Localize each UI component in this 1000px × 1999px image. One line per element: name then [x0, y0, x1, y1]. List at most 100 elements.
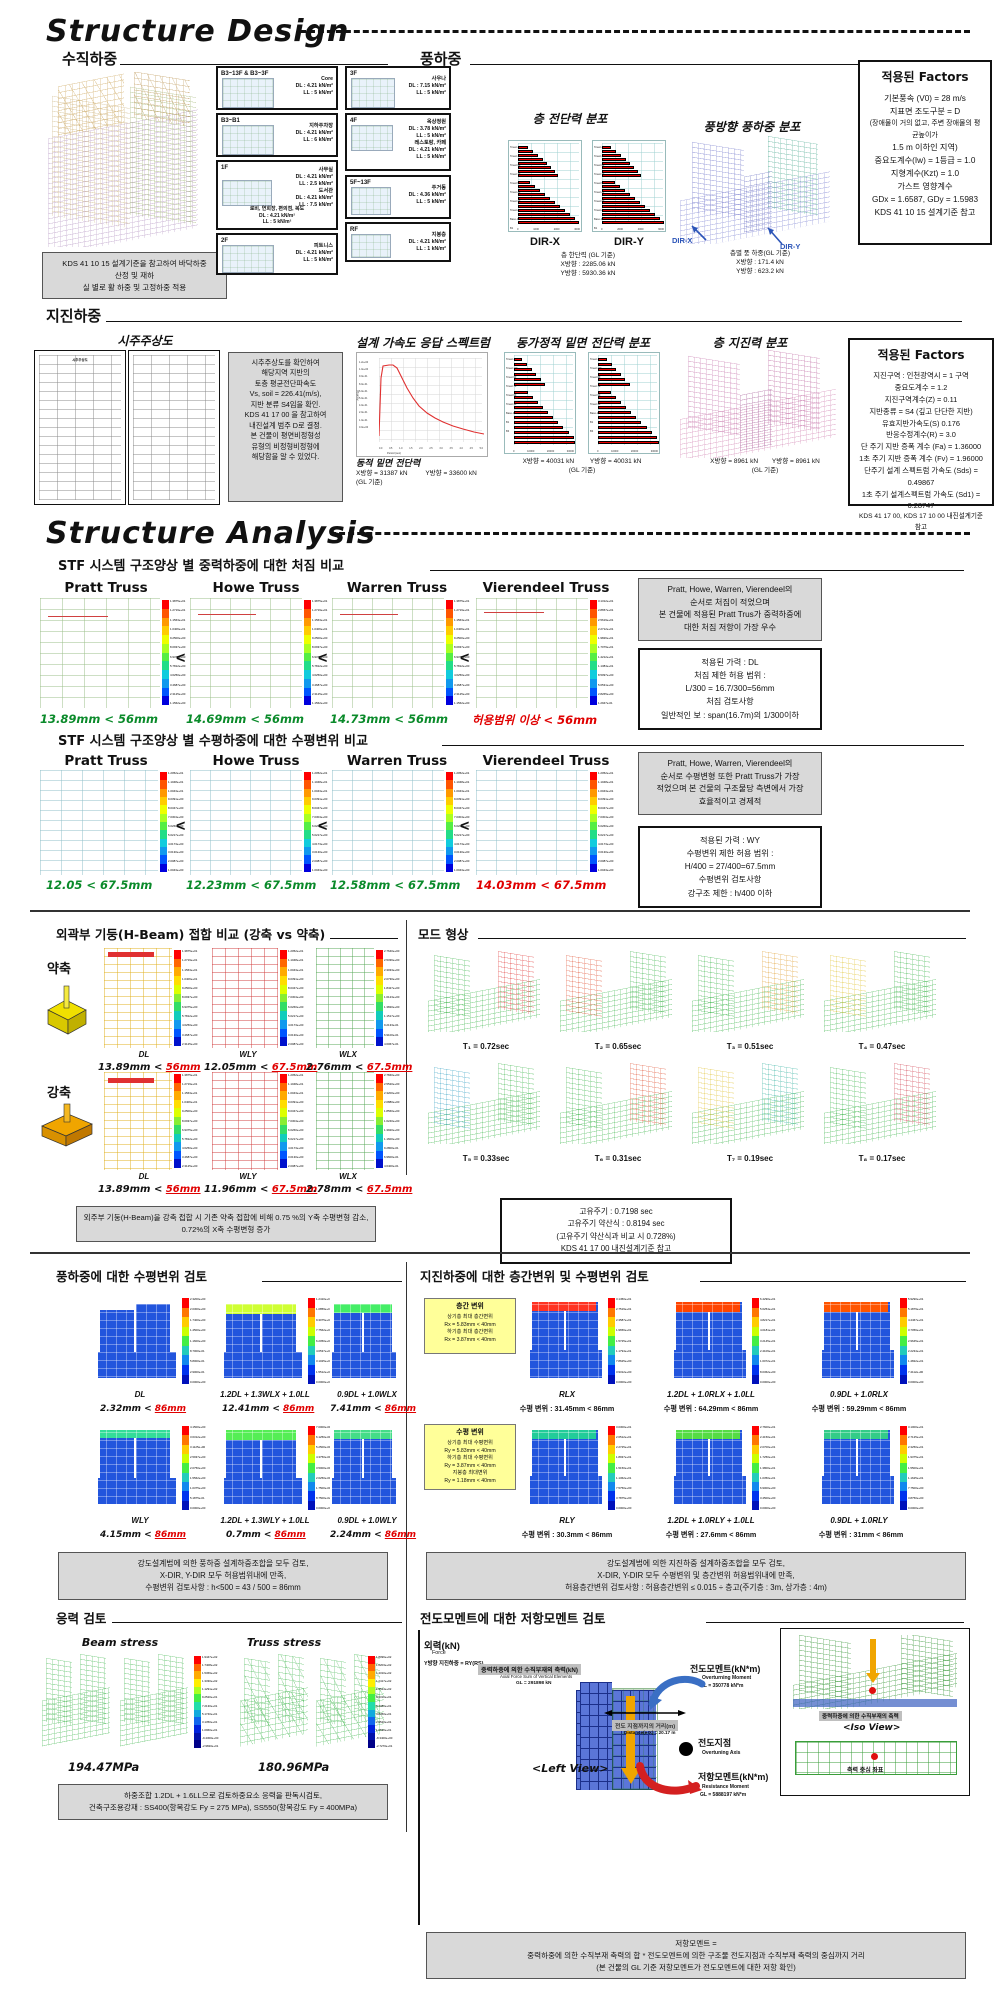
stress-color-legend: 1.9447e+02 1.7408e+02 1.5369e+02 1.3330e+0…	[194, 1656, 218, 1749]
joint-result: 2.78mm < 67.5mm	[306, 1184, 413, 1195]
legend-values: 2.3200e+00 2.0300e+00 1.7400e+00 1.4500e+00…	[190, 1297, 206, 1384]
section-rule-wind-drift	[262, 1281, 402, 1282]
live-load: LL : 5 kN/m²	[416, 199, 446, 206]
seismic-drift-note: 강도설계법에 의한 지진하중 설계하중조합을 모두 검토, X-DIR, Y-D…	[426, 1552, 966, 1601]
floor-card: 1F 사무실 DL : 4.21 kN/m² LL : 2.5 kN/m² 도서…	[216, 160, 338, 230]
shear-bar	[598, 411, 631, 415]
shear-bar	[518, 154, 538, 157]
shear-bar	[514, 358, 522, 362]
dynamic-shear-y: Y방향 = 33600 kN	[425, 470, 477, 478]
lateral-lines: 상기층 최대 수평변위 Ry = 5.83mm < 40mm 하기층 최대 수평…	[444, 1440, 496, 1484]
shear-bar	[598, 436, 657, 440]
mode-period-label: T₅ = 0.33sec	[462, 1154, 510, 1163]
color-legend: 1.2052e+01 1.1048e+01 1.0043e+01 9.0391e+0…	[280, 950, 303, 1047]
dead-load: DL : 4.21 kN/m²	[295, 130, 333, 137]
interstory-lines: 상기층 최대 층간변위 Rx = 5.83mm < 40mm 하기층 최대 층간…	[444, 1314, 496, 1343]
wind-drift-note: 강도설계법에 의한 풍하중 설계하중조합을 모두 검토, X-DIR, Y-DI…	[58, 1552, 388, 1601]
wind-drift-model	[330, 1296, 400, 1386]
section-rule-seismic-drift	[700, 1281, 966, 1282]
drift-result: 12.05 < 67.5mm	[46, 878, 153, 892]
shear-bar	[598, 358, 607, 362]
color-legend: 1.2052e+01 1.1048e+01 1.0043e+01 9.0391e+0…	[280, 1074, 303, 1169]
axial-center-plan	[795, 1741, 957, 1775]
dead-load: DL : 4.21 kN/m²	[408, 147, 446, 154]
wind-load-case-label: DL	[134, 1390, 146, 1399]
shear-bar	[518, 197, 550, 200]
color-legend: 7.0000e-01 6.1250e-01 5.2500e-01 4.3750e-01…	[308, 1426, 331, 1510]
room-use: 로비, 연회장, 편의점, 복도	[249, 205, 305, 212]
drift-result: 12.23mm < 67.5mm	[186, 878, 317, 892]
floor-load-info: 사우나 DL : 7.15 kN/m² LL : 5 kN/m²	[409, 76, 446, 97]
floor-label: 5F~13F	[350, 180, 371, 186]
borelog-title: 시주주상도	[117, 334, 173, 348]
overturning-moment-arc-icon	[648, 1675, 706, 1710]
seismic-load-case-label: 1.2DL + 1.0RLY + 1.0LL	[667, 1516, 755, 1525]
seismic-factor-line: KDS 41 17 00, KDS 17 10 00 내진설계기준 참고	[858, 513, 983, 531]
legend-values: 1.2410e+01 1.0859e+01 9.3075e+00 7.7562e+00…	[316, 1297, 332, 1384]
dynamic-shear-chart-y: Towel-13F Towel-11F Towel-9F Towel-7F Towel…	[588, 352, 660, 454]
seismic-drift-result: 수평 변위 : 31mm < 86mm	[818, 1530, 904, 1539]
floor-label: 3F	[350, 71, 358, 77]
total-wind-y: Y방향 : 623.2 kN	[736, 267, 784, 275]
dead-load: DL : 4.21 kN/m²	[295, 250, 333, 257]
joint-result: 13.89mm < 56mm	[98, 1184, 201, 1195]
shear-bar	[598, 373, 621, 377]
wind-load-distribution-model	[672, 134, 840, 244]
live-load: LL : 5 kN/m²	[416, 133, 446, 140]
wind-factor-line: 지표면 조도구분 = D	[889, 107, 961, 117]
wind-shear-chart-x: Towel-13F Towel-11F Towel-9F Towel-7F Towel…	[508, 140, 582, 232]
shear-bar	[602, 181, 615, 184]
truss-name: Warren Truss	[346, 580, 448, 596]
mode-period-label: T₇ = 0.19sec	[726, 1154, 774, 1163]
floor-plan-thumb	[351, 234, 391, 258]
base-shear-title: 층 한단력 (GL 기준)	[560, 252, 616, 259]
chart-x-labels: 0 2000 4000 6000	[601, 228, 664, 231]
iso-caption: 중력하중에 의한 수직부재의 축력	[819, 1711, 902, 1721]
borelog-note: 시추주상도를 확인하여 해당지역 지반의 토층 평균전단파속도 Vs, soil…	[228, 352, 343, 502]
shear-bar	[598, 426, 647, 430]
wind-factor-line: 중요도계수(Iw) = 1등급 = 1.0	[874, 155, 976, 165]
color-legend: 2.7640e+00 2.5336e+00 2.3033e+00 2.0730e+00…	[376, 950, 399, 1047]
live-load: LL : 5 kN/m²	[262, 219, 292, 226]
shear-bar	[518, 205, 560, 208]
shear-bar	[518, 217, 575, 220]
shear-bar	[602, 162, 630, 165]
deflection-color-legend: 3.1312e+01 2.8657e+01 2.5619e+01 2.2712e+0…	[590, 600, 613, 705]
truss-drift-plot	[190, 770, 302, 875]
seismic-load-case-label: RLX	[559, 1390, 575, 1399]
floor-label: B3~B1	[221, 118, 240, 124]
interstory-drift-box: 층간 변위 상기층 최대 층간변위 Rx = 5.83mm < 40mm 하기층…	[424, 1298, 516, 1354]
floor-load-info: 주거동 DL : 4.36 kN/m² LL : 5 kN/m²	[409, 185, 446, 206]
mode-period-label: T₁ = 0.72sec	[462, 1042, 510, 1051]
seismic-factor-line: 지진구역 : 인천광역시 = 1 구역	[873, 371, 969, 381]
room-use: 사무실	[318, 167, 333, 173]
wind-drift-result: 12.41mm < 86mm	[222, 1404, 315, 1414]
dead-load: DL : 4.21 kN/m²	[258, 212, 296, 219]
legend-values: 5.9290e+01 5.1879e+01 4.4467e+01 3.7056e+01…	[908, 1297, 924, 1384]
axial-force-label: 중력하중에 의한 수직부재의 축력(kN)	[478, 1664, 581, 1675]
story-force2-gl: (GL 기준)	[751, 466, 779, 474]
live-load: LL : 5 kN/m²	[416, 154, 446, 161]
story-force-x: X방향 = 40031 kN	[522, 458, 575, 465]
shear-bar	[514, 416, 553, 420]
shear-bar	[514, 363, 527, 367]
shear-bar	[602, 193, 630, 196]
seismic-drift-model	[528, 1296, 606, 1386]
legend-values: 1.2052e+01 1.1048e+01 1.0043e+01 9.0391e+0…	[312, 771, 328, 872]
legend-values: 3.1450e+01 2.7519e+01 2.3587e+01 1.9656e+01…	[616, 1297, 632, 1384]
mode-period-label: T₂ = 0.65sec	[594, 1042, 642, 1051]
wind-shear-chart-y: Towel-13F Towel-11F Towel-9F Towel-7F Towel…	[592, 140, 666, 232]
overturning-moment-value: GL = 350778 kN*m	[700, 1683, 744, 1689]
floor-card: 4F 옥상정원 DL : 3.78 kN/m² LL : 5 kN/m² 레스토…	[345, 113, 451, 171]
load-case-label: DL	[138, 1050, 150, 1059]
dead-load: DL : 3.78 kN/m²	[408, 126, 446, 133]
joint-result: 13.89mm < 56mm	[98, 1062, 201, 1073]
interstory-title: 층간 변위	[456, 1303, 484, 1310]
overturning-axis-label: 전도지점	[698, 1738, 732, 1748]
color-legend: 2.3200e+00 2.0300e+00 1.7400e+00 1.4500e+00…	[182, 1297, 206, 1385]
deflection-result: 13.89mm < 56mm	[40, 712, 158, 726]
weak-axis-h-beam-icon	[47, 985, 87, 1035]
drift-note-1: Pratt, Howe, Warren, Vierendeel의 순서로 수평변…	[638, 752, 822, 815]
chart-x-labels: 0 10000 20000 30000	[597, 450, 658, 453]
stress-note: 하중조합 1.2DL + 1.6LL으로 검토하중요소 응력을 판독시검토, 건…	[58, 1784, 388, 1820]
